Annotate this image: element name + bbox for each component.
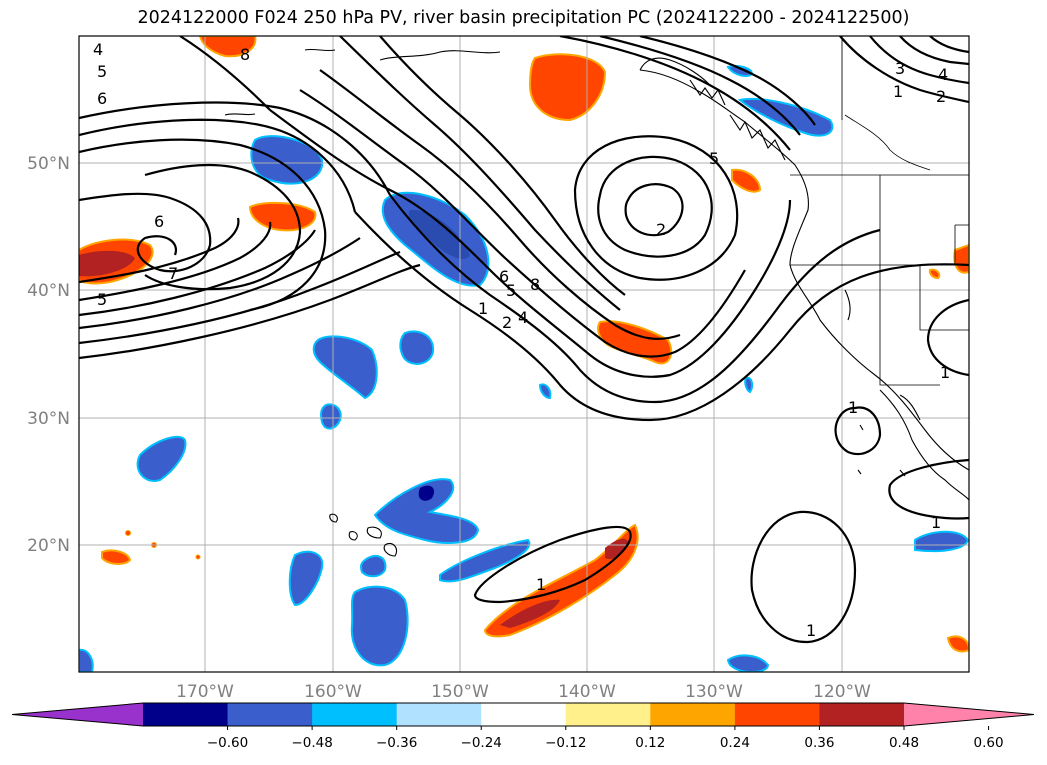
- gridlines: [79, 36, 969, 672]
- colorbar-segment: [312, 703, 398, 726]
- contour-label: 1: [536, 575, 546, 594]
- contour-labels: 4 5 6 6 7 5 8 2 5 8 6 5 4 1 2 3 4 2 1 1 …: [93, 40, 950, 640]
- pos-blob: [198, 36, 257, 58]
- pos-blob-core: [605, 538, 628, 560]
- lon-label: 170°W: [176, 682, 234, 702]
- colorbar-segment: [481, 703, 567, 726]
- lon-label: 150°W: [431, 682, 489, 702]
- colorbar-outline: [11, 702, 1035, 727]
- pos-blob: [946, 635, 969, 653]
- neg-blob: [726, 654, 770, 672]
- colorbar-tick-label: 0.60: [974, 735, 1004, 751]
- contour-label: 5: [97, 62, 107, 81]
- colorbar-tick-label: 0.48: [889, 735, 919, 751]
- contour-label: 1: [848, 398, 858, 417]
- colorbar-segment: [734, 703, 820, 726]
- neg-blob: [79, 648, 94, 672]
- map-title: 2024122000 F024 250 hPa PV, river basin …: [137, 8, 910, 28]
- pv-contours: [79, 36, 969, 644]
- lon-label: 140°W: [558, 682, 616, 702]
- coastlines: [179, 48, 969, 557]
- colorbar-segment: [650, 703, 736, 726]
- colorbar-extend-min: [12, 703, 143, 726]
- lat-label: 50°N: [27, 154, 70, 174]
- colorbar-extend-max: [904, 703, 1034, 726]
- neg-blob: [737, 98, 834, 137]
- pos-blob-core: [500, 599, 560, 628]
- contour-label: 6: [154, 212, 164, 231]
- neg-blob: [312, 335, 378, 400]
- colorbar-segment: [396, 703, 482, 726]
- colorbar-tick-label: 0.24: [720, 735, 750, 751]
- pos-blob: [731, 168, 762, 193]
- neg-blob: [136, 435, 187, 482]
- neg-blob: [288, 550, 324, 607]
- colorbar-tick-label: −0.12: [545, 735, 586, 751]
- colorbar: −0.60 −0.48 −0.36 −0.24 −0.12 0.12 0.24 0.36 0.4…: [11, 702, 1035, 751]
- neg-blob-core: [408, 209, 470, 260]
- colorbar-tick-label: −0.48: [291, 735, 332, 751]
- contour-label: 4: [518, 308, 528, 327]
- neg-blob: [914, 530, 969, 553]
- neg-blob: [744, 376, 754, 394]
- contour-label: 1: [940, 363, 950, 382]
- contour-label: 3: [895, 59, 905, 78]
- neg-blob: [250, 135, 324, 185]
- contour-label: 7: [168, 264, 178, 283]
- contour-label: 2: [502, 313, 512, 332]
- contour-label: 2: [656, 220, 666, 239]
- lon-label: 160°W: [304, 682, 362, 702]
- pos-blob: [483, 523, 639, 638]
- contour-label: 1: [478, 299, 488, 318]
- neg-blob: [439, 538, 531, 583]
- contour-label: 4: [938, 65, 948, 84]
- pos-blob: [195, 554, 201, 560]
- map-panel: [79, 36, 969, 672]
- lat-label: 40°N: [27, 281, 70, 301]
- contour-label: 8: [240, 45, 250, 64]
- pos-blob: [125, 530, 131, 536]
- lon-label: 130°W: [685, 682, 743, 702]
- pos-blob: [101, 549, 132, 565]
- neg-blob: [538, 383, 552, 400]
- map-border: [78, 35, 970, 673]
- contour-label: 8: [530, 275, 540, 294]
- contour-label: 5: [709, 149, 719, 168]
- neg-blob: [350, 585, 409, 667]
- latitude-labels: 50°N 40°N 30°N 20°N: [27, 154, 70, 556]
- neg-blob: [399, 330, 435, 365]
- lon-label: 120°W: [813, 682, 871, 702]
- neg-blob-core: [418, 485, 435, 501]
- colorbar-segment: [143, 703, 229, 726]
- colorbar-segment: [565, 703, 651, 726]
- colorbar-tick-label: 0.12: [635, 735, 665, 751]
- colorbar-tick-label: −0.24: [461, 735, 502, 751]
- lat-label: 20°N: [27, 536, 70, 556]
- colorbar-tick-label: 0.36: [804, 735, 834, 751]
- neg-blob: [360, 554, 387, 578]
- contour-label: 6: [97, 89, 107, 108]
- longitude-labels: 170°W 160°W 150°W 140°W 130°W 120°W: [176, 682, 871, 702]
- lat-label: 30°N: [27, 409, 70, 429]
- contour-label: 1: [931, 513, 941, 532]
- colorbar-tick-label: −0.36: [376, 735, 417, 751]
- pos-blob-core: [79, 250, 135, 277]
- pos-blob: [953, 243, 969, 274]
- contour-label: 5: [506, 281, 516, 300]
- contour-label: 2: [936, 87, 946, 106]
- colorbar-segment: [227, 703, 313, 726]
- neg-blob: [373, 478, 480, 544]
- contour-label: 1: [806, 621, 816, 640]
- contour-label: 5: [97, 290, 107, 309]
- contour-label: 6: [499, 267, 509, 286]
- contour-label: 1: [893, 82, 903, 101]
- pos-blob: [928, 268, 941, 280]
- neg-blob: [320, 403, 342, 430]
- colorbar-segment: [819, 703, 905, 726]
- colorbar-tick-label: −0.60: [207, 735, 248, 751]
- contour-label: 4: [93, 40, 103, 59]
